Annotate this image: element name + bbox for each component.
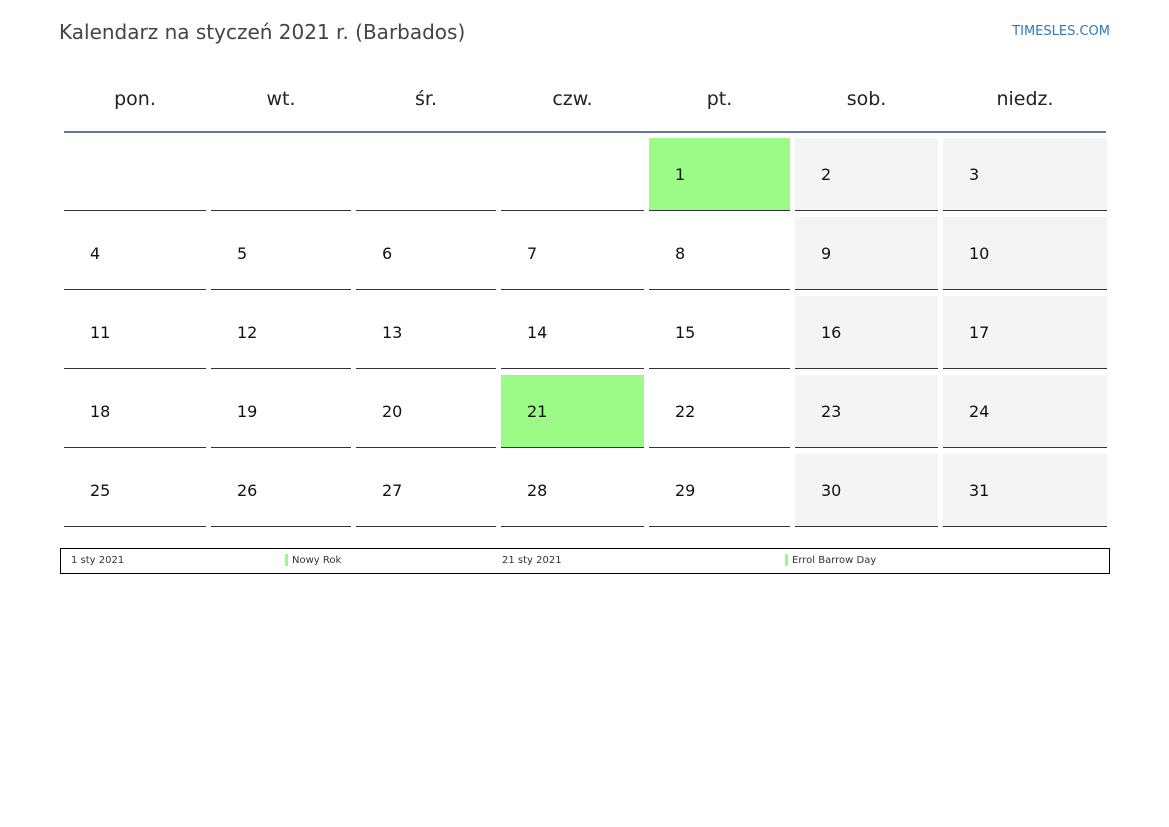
day-number: 13 — [382, 323, 403, 342]
day-cell[interactable]: 29 — [649, 454, 790, 527]
day-cell[interactable]: 19 — [211, 375, 351, 448]
day-number: 17 — [969, 323, 990, 342]
weekday-mon: pon. — [114, 88, 156, 110]
day-cell[interactable]: 23 — [795, 375, 938, 448]
day-number: 20 — [382, 402, 403, 421]
day-number: 31 — [969, 481, 990, 500]
weekday-sun: niedz. — [996, 88, 1054, 110]
day-grid: 1 2 3 4 5 6 7 8 9 10 11 12 13 14 15 16 17 18 19 20 21 22 23 24 2… — [64, 138, 1107, 533]
legend-date: 21 sty 2021 — [502, 555, 562, 566]
day-cell[interactable]: 17 — [943, 296, 1107, 369]
day-cell[interactable]: 8 — [649, 217, 790, 290]
day-cell[interactable]: 7 — [501, 217, 644, 290]
day-number: 16 — [821, 323, 842, 342]
day-cell[interactable]: 14 — [501, 296, 644, 369]
day-cell[interactable]: 24 — [943, 375, 1107, 448]
day-number: 10 — [969, 244, 990, 263]
empty-day-cell — [64, 138, 206, 211]
day-cell[interactable]: 18 — [64, 375, 206, 448]
weekday-tue: wt. — [266, 88, 296, 110]
holiday-day-cell[interactable]: 1 — [649, 138, 790, 211]
holiday-legend: 1 sty 2021 Nowy Rok 21 sty 2021 Errol Ba… — [60, 548, 1110, 574]
day-number: 23 — [821, 402, 842, 421]
day-number: 2 — [821, 165, 832, 184]
day-cell[interactable]: 11 — [64, 296, 206, 369]
day-cell[interactable]: 3 — [943, 138, 1107, 211]
day-number: 1 — [675, 165, 686, 184]
day-number: 28 — [527, 481, 548, 500]
day-cell[interactable]: 13 — [356, 296, 496, 369]
day-number: 27 — [382, 481, 403, 500]
empty-day-cell — [501, 138, 644, 211]
day-number: 3 — [969, 165, 980, 184]
day-cell[interactable]: 15 — [649, 296, 790, 369]
day-number: 6 — [382, 244, 393, 263]
day-cell[interactable]: 4 — [64, 217, 206, 290]
empty-day-cell — [356, 138, 496, 211]
day-number: 19 — [237, 402, 258, 421]
weekday-header: pon. wt. śr. czw. pt. sob. niedz. — [64, 78, 1106, 133]
day-cell[interactable]: 26 — [211, 454, 351, 527]
day-cell[interactable]: 27 — [356, 454, 496, 527]
day-cell[interactable]: 16 — [795, 296, 938, 369]
day-number: 21 — [527, 402, 548, 421]
weekday-sat: sob. — [846, 88, 887, 110]
day-cell[interactable]: 10 — [943, 217, 1107, 290]
day-number: 24 — [969, 402, 990, 421]
day-number: 22 — [675, 402, 696, 421]
legend-holiday-name: Nowy Rok — [292, 555, 342, 566]
day-cell[interactable]: 25 — [64, 454, 206, 527]
day-number: 25 — [90, 481, 111, 500]
day-number: 26 — [237, 481, 258, 500]
legend-color-swatch — [285, 554, 288, 566]
legend-date: 1 sty 2021 — [71, 555, 125, 566]
day-number: 7 — [527, 244, 538, 263]
day-cell[interactable]: 5 — [211, 217, 351, 290]
day-number: 14 — [527, 323, 548, 342]
day-cell[interactable]: 6 — [356, 217, 496, 290]
day-cell[interactable]: 20 — [356, 375, 496, 448]
day-cell[interactable]: 31 — [943, 454, 1107, 527]
day-cell[interactable]: 22 — [649, 375, 790, 448]
day-number: 29 — [675, 481, 696, 500]
day-cell[interactable]: 12 — [211, 296, 351, 369]
legend-color-swatch — [785, 554, 788, 566]
weekday-thu: czw. — [552, 88, 593, 110]
empty-day-cell — [211, 138, 351, 211]
legend-holiday-name: Errol Barrow Day — [792, 555, 877, 566]
day-number: 12 — [237, 323, 258, 342]
day-number: 15 — [675, 323, 696, 342]
day-number: 18 — [90, 402, 111, 421]
brand-link[interactable]: TIMESLES.COM — [1012, 24, 1110, 39]
day-number: 9 — [821, 244, 832, 263]
page-title: Kalendarz na styczeń 2021 r. (Barbados) — [59, 20, 466, 44]
day-cell[interactable]: 2 — [795, 138, 938, 211]
day-cell[interactable]: 28 — [501, 454, 644, 527]
weekday-fri: pt. — [706, 88, 733, 110]
holiday-day-cell[interactable]: 21 — [501, 375, 644, 448]
day-cell[interactable]: 30 — [795, 454, 938, 527]
day-number: 11 — [90, 323, 111, 342]
weekday-wed: śr. — [414, 88, 437, 110]
day-number: 4 — [90, 244, 101, 263]
day-number: 5 — [237, 244, 248, 263]
day-number: 8 — [675, 244, 686, 263]
day-number: 30 — [821, 481, 842, 500]
day-cell[interactable]: 9 — [795, 217, 938, 290]
